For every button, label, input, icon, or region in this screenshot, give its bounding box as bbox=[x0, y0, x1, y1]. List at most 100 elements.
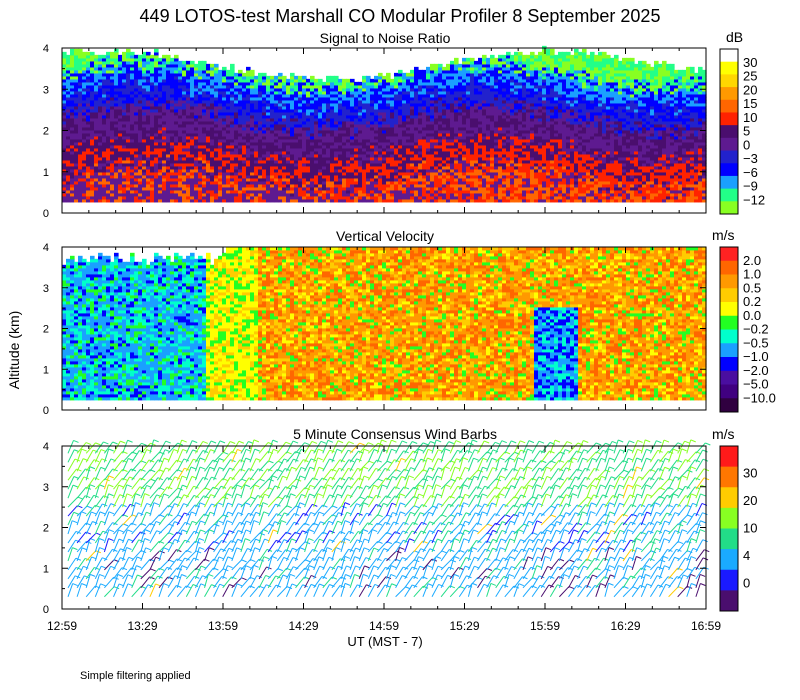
snr-cell bbox=[274, 105, 279, 110]
snr-cell bbox=[246, 75, 251, 80]
snr-cell bbox=[242, 165, 247, 170]
snr-cell bbox=[62, 126, 67, 131]
snr-cell bbox=[218, 108, 223, 113]
snr-cell bbox=[226, 177, 231, 182]
snr-cell bbox=[98, 186, 103, 191]
snr-cell bbox=[158, 183, 163, 188]
snr-cell bbox=[202, 129, 207, 134]
snr-cell bbox=[74, 105, 79, 110]
snr-cell bbox=[94, 57, 99, 62]
snr-cell bbox=[254, 114, 259, 119]
snr-cell bbox=[270, 78, 275, 83]
snr-cell bbox=[158, 87, 163, 92]
snr-cell bbox=[162, 147, 167, 152]
snr-cell bbox=[258, 153, 263, 158]
snr-cell bbox=[202, 150, 207, 155]
snr-cell bbox=[262, 99, 267, 104]
snr-cell bbox=[242, 114, 247, 119]
snr-cell bbox=[202, 63, 207, 68]
snr-cell bbox=[226, 186, 231, 191]
snr-cell bbox=[234, 114, 239, 119]
snr-cell bbox=[198, 132, 203, 137]
snr-cell bbox=[146, 129, 151, 134]
snr-cell bbox=[210, 102, 215, 107]
snr-cell bbox=[218, 153, 223, 158]
snr-cell bbox=[186, 96, 191, 101]
snr-cell bbox=[258, 114, 263, 119]
snr-cell bbox=[98, 117, 103, 122]
snr-cell bbox=[262, 132, 267, 137]
snr-cell bbox=[90, 156, 95, 161]
snr-cell bbox=[186, 81, 191, 86]
snr-cell bbox=[258, 81, 263, 86]
snr-cell bbox=[154, 180, 159, 185]
snr-cell bbox=[118, 99, 123, 104]
snr-cell bbox=[234, 99, 239, 104]
snr-cell bbox=[262, 126, 267, 131]
snr-cell bbox=[222, 135, 227, 140]
snr-cell bbox=[170, 150, 175, 155]
snr-cell bbox=[226, 105, 231, 110]
snr-cell bbox=[226, 162, 231, 167]
snr-cell bbox=[86, 96, 91, 101]
snr-cell bbox=[166, 96, 171, 101]
snr-cell bbox=[146, 162, 151, 167]
snr-cell bbox=[110, 150, 115, 155]
snr-cell bbox=[194, 90, 199, 95]
snr-cell bbox=[230, 75, 235, 80]
snr-cell bbox=[78, 66, 83, 71]
snr-cell bbox=[70, 165, 75, 170]
snr-cell bbox=[86, 81, 91, 86]
snr-cell bbox=[218, 105, 223, 110]
snr-cell bbox=[194, 87, 199, 92]
snr-cell bbox=[198, 111, 203, 116]
snr-cell bbox=[254, 129, 259, 134]
snr-cell bbox=[194, 192, 199, 197]
snr-cell bbox=[94, 123, 99, 128]
snr-cell bbox=[198, 75, 203, 80]
snr-cell bbox=[154, 78, 159, 83]
snr-cell bbox=[422, 69, 427, 74]
snr-cell bbox=[182, 60, 187, 65]
snr-cell bbox=[98, 105, 103, 110]
snr-cell bbox=[250, 114, 255, 119]
snr-cell bbox=[250, 72, 255, 77]
snr-cell bbox=[210, 90, 215, 95]
snr-cell bbox=[226, 195, 231, 200]
snr-cell bbox=[146, 165, 151, 170]
snr-cell bbox=[210, 117, 215, 122]
snr-cell bbox=[78, 90, 83, 95]
snr-cell bbox=[226, 81, 231, 86]
snr-cell bbox=[106, 63, 111, 68]
snr-cell bbox=[138, 81, 143, 86]
snr-cell bbox=[226, 150, 231, 155]
snr-cell bbox=[86, 75, 91, 80]
snr-cell bbox=[178, 120, 183, 125]
snr-cell bbox=[222, 171, 227, 176]
snr-cell bbox=[102, 156, 107, 161]
snr-cell bbox=[226, 90, 231, 95]
snr-cell bbox=[170, 69, 175, 74]
snr-cell bbox=[122, 189, 127, 194]
snr-cell bbox=[186, 84, 191, 89]
snr-cell bbox=[206, 111, 211, 116]
snr-cell bbox=[254, 138, 259, 143]
snr-cell bbox=[270, 192, 275, 197]
snr-cell bbox=[214, 69, 219, 74]
snr-cell bbox=[198, 105, 203, 110]
snr-cell bbox=[154, 135, 159, 140]
snr-cell bbox=[222, 183, 227, 188]
snr-cell bbox=[230, 183, 235, 188]
snr-cell bbox=[262, 81, 267, 86]
snr-cell bbox=[270, 114, 275, 119]
snr-cell bbox=[70, 105, 75, 110]
snr-cell bbox=[142, 192, 147, 197]
snr-cell bbox=[134, 138, 139, 143]
snr-cell bbox=[162, 117, 167, 122]
snr-cell bbox=[118, 141, 123, 146]
snr-cell bbox=[118, 81, 123, 86]
snr-cell bbox=[98, 144, 103, 149]
snr-cell bbox=[238, 69, 243, 74]
snr-cell bbox=[110, 102, 115, 107]
